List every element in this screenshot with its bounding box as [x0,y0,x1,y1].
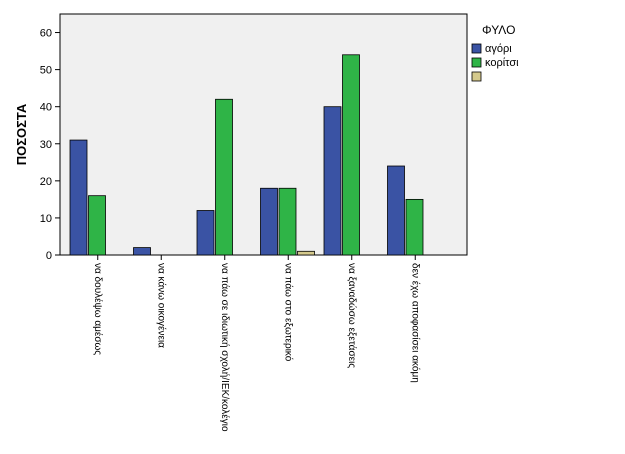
y-tick-label: 20 [40,176,52,188]
x-tick-label: να ξαναδώσω εξετάσεις [346,263,358,368]
bar-1-2 [133,247,151,256]
bar-2-3 [215,98,233,256]
bar-2-6 [405,198,424,256]
legend-swatch-1 [471,43,482,54]
bar-1-1 [69,139,88,256]
x-tick-label: δεν έχω αποφασίσει ακόμη [409,263,421,383]
bar-2-4 [278,187,297,256]
x-tick-label: να πάω σε ιδιωτική σχολή/ΙΕΚ/κολέγιο [219,263,231,432]
legend-swatch-3 [471,71,482,82]
y-tick-label: 50 [40,65,52,77]
legend-box [470,14,625,255]
x-tick-label: να πάω στο εξωτερικό [282,263,294,362]
bar-2-5 [342,54,360,256]
x-tick-label: να κάνω οικογένεια [155,263,167,348]
legend-label-1: αγόρι [485,43,512,55]
bar-1-3 [196,210,215,256]
x-tick-label: να δουλέψω αμέσως [92,263,104,355]
y-tick-label: 30 [40,139,52,151]
y-tick-label: 10 [40,213,52,225]
y-axis-title: ΠΟΣΟΣΤΑ [14,103,29,165]
bar-1-6 [387,165,405,256]
legend-title: ΦΥΛΟ [482,23,515,37]
legend-swatch-2 [471,57,482,68]
bar-1-4 [260,187,278,256]
bar-2-1 [88,195,106,256]
y-tick-label: 40 [40,102,52,114]
y-tick-label: 0 [46,250,52,262]
bar-3-4 [297,250,315,256]
y-tick-label: 60 [40,28,52,40]
legend-label-2: κορίτσι [485,57,519,69]
bar-1-5 [323,106,342,256]
